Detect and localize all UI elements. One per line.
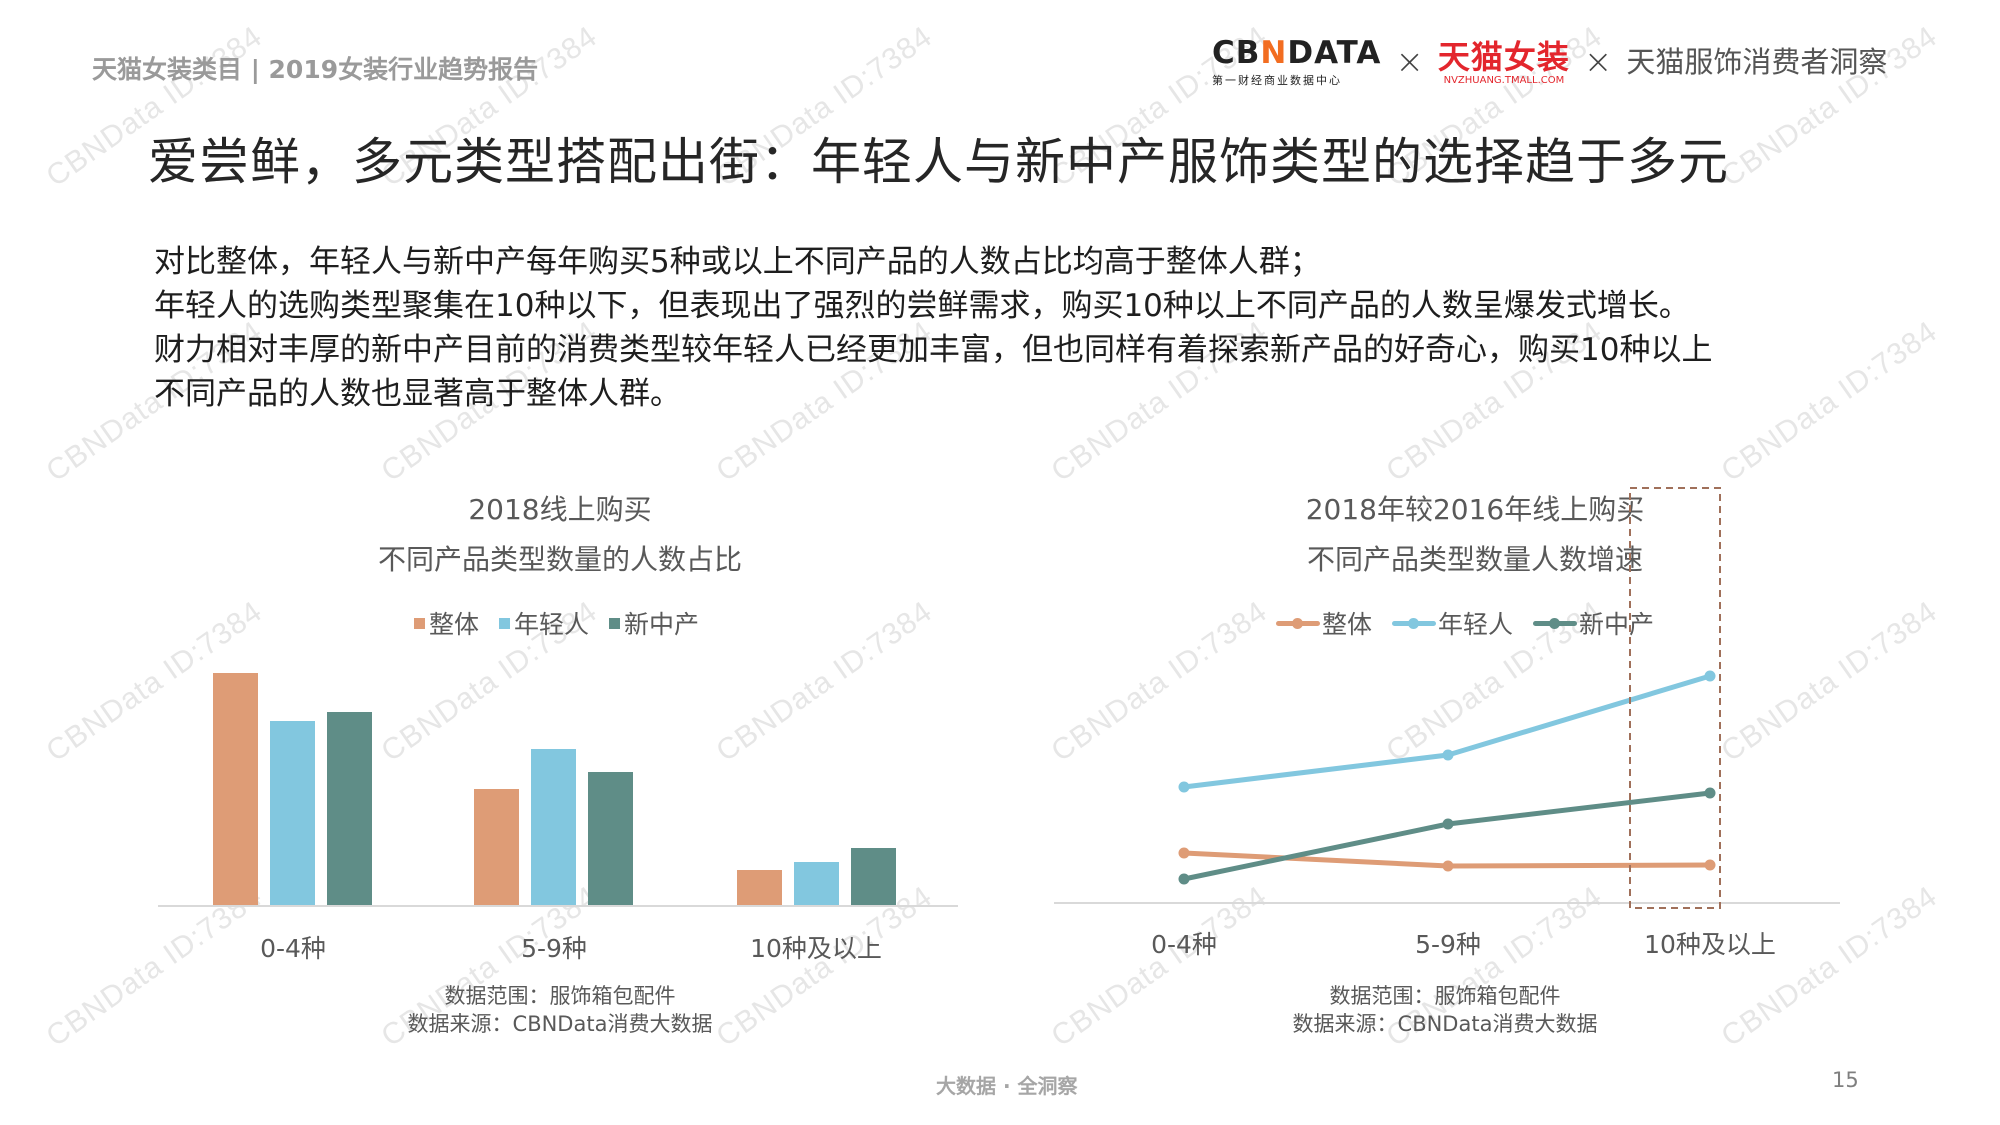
- bar: [474, 789, 519, 905]
- page-number: 15: [1832, 1068, 1859, 1092]
- legend-line-marker-icon: [1392, 617, 1437, 629]
- legend-item-middle-class: 新中产: [1533, 605, 1654, 641]
- times-icon: ×: [1583, 42, 1613, 82]
- data-scope-note: 数据范围：服饰箱包配件: [444, 984, 676, 1008]
- x-axis-label: 5-9种: [1415, 930, 1481, 959]
- data-point-marker-icon: [1442, 818, 1454, 830]
- x-axis-label: 0-4种: [1151, 930, 1217, 959]
- x-axis-label: 10种及以上: [750, 934, 882, 963]
- x-axis-label: 10种及以上: [1644, 930, 1776, 959]
- summary-line: 对比整体，年轻人与新中产每年购买5种或以上不同产品的人数占比均高于整体人群；: [154, 244, 1321, 280]
- line-plot-area: [1054, 487, 1840, 909]
- line-chart-panel: 2018年较2016年线上购买 不同产品类型数量人数增速 整体 年轻人 新中产 …: [1050, 485, 1900, 1045]
- partner-logos: CBNDATA 第一财经商业数据中心 × 天猫女装 NVZHUANG.TMALL…: [1212, 36, 1887, 88]
- summary-line: 不同产品的人数也显著高于整体人群。: [154, 376, 681, 412]
- data-point-marker-icon: [1704, 670, 1716, 682]
- report-label: 天猫女装类目 | 2019女装行业趋势报告: [92, 55, 539, 84]
- footer-slogan: 大数据 · 全洞察: [936, 1074, 1078, 1098]
- cbndata-wordmark: CBNDATA: [1212, 35, 1382, 71]
- legend-item-middle-class: 新中产: [609, 605, 699, 641]
- bar: [588, 772, 633, 905]
- summary-line: 财力相对丰厚的新中产目前的消费类型较年轻人已经更加丰富，但也同样有着探索新产品的…: [154, 332, 1713, 368]
- data-point-marker-icon: [1178, 847, 1190, 859]
- bar-chart-title-line2: 不同产品类型数量的人数占比: [377, 543, 742, 576]
- data-source-note: 数据来源：CBNData消费大数据: [407, 1012, 713, 1036]
- summary-text: 对比整体，年轻人与新中产每年购买5种或以上不同产品的人数占比均高于整体人群； 年…: [154, 240, 1874, 416]
- legend-swatch-icon: [499, 617, 511, 629]
- x-axis-label: 5-9种: [521, 934, 587, 963]
- data-scope-note: 数据范围：服饰箱包配件: [1329, 984, 1561, 1008]
- bar: [270, 721, 315, 905]
- summary-line: 年轻人的选购类型聚集在10种以下，但表现出了强烈的尝鲜需求，购买10种以上不同产…: [154, 288, 1690, 324]
- bar: [213, 673, 258, 905]
- legend-swatch-icon: [414, 617, 425, 629]
- cbndata-subtitle: 第一财经商业数据中心: [1212, 74, 1342, 87]
- data-point-marker-icon: [1704, 787, 1716, 799]
- line-chart-legend: 整体 年轻人 新中产: [1276, 605, 1674, 641]
- bar-chart-panel: 2018线上购买 不同产品类型数量的人数占比 整体 年轻人 新中产 0-4种 5…: [150, 485, 970, 1045]
- cbndata-logo: CBNDATA 第一财经商业数据中心: [1212, 36, 1381, 88]
- legend-item-overall: 整体: [1276, 605, 1372, 641]
- line-chart-title-line2: 不同产品类型数量人数增速: [1306, 543, 1643, 576]
- bar: [794, 861, 839, 905]
- legend-item-young: 年轻人: [1392, 605, 1513, 641]
- data-point-marker-icon: [1178, 781, 1190, 793]
- bar: [327, 712, 372, 905]
- line-chart-title-line1: 2018年较2016年线上购买: [1305, 493, 1645, 526]
- bar: [531, 749, 576, 905]
- bar: [737, 870, 782, 905]
- legend-swatch-icon: [609, 617, 621, 629]
- legend-line-marker-icon: [1276, 617, 1320, 629]
- data-source-note: 数据来源：CBNData消费大数据: [1292, 1012, 1598, 1036]
- partner-text: 天猫服饰消费者洞察: [1626, 45, 1888, 79]
- bar-chart-legend: 整体 年轻人 新中产: [414, 605, 719, 641]
- data-point-marker-icon: [1704, 859, 1716, 871]
- legend-item-young: 年轻人: [499, 605, 589, 641]
- page-title: 爱尝鲜，多元类型搭配出街：年轻人与新中产服饰类型的选择趋于多元: [148, 133, 1729, 191]
- tmall-wordmark: 天猫女装: [1437, 37, 1570, 76]
- x-axis-label: 0-4种: [260, 934, 326, 963]
- legend-item-overall: 整体: [414, 605, 479, 641]
- bar: [851, 847, 896, 905]
- data-point-marker-icon: [1442, 860, 1454, 872]
- legend-line-marker-icon: [1533, 617, 1578, 629]
- x-axis-line: [158, 905, 958, 907]
- tmall-nvzhuang-logo: 天猫女装 NVZHUANG.TMALL.COM: [1438, 39, 1570, 86]
- data-point-marker-icon: [1442, 749, 1454, 761]
- bar-plot-area: [150, 485, 970, 905]
- series-line: [1181, 673, 1713, 790]
- data-point-marker-icon: [1178, 873, 1190, 885]
- tmall-subtitle: NVZHUANG.TMALL.COM: [1443, 74, 1565, 86]
- highlight-box: [1629, 487, 1721, 909]
- times-icon: ×: [1395, 42, 1424, 82]
- bar-chart-title-line1: 2018线上购买: [468, 493, 652, 526]
